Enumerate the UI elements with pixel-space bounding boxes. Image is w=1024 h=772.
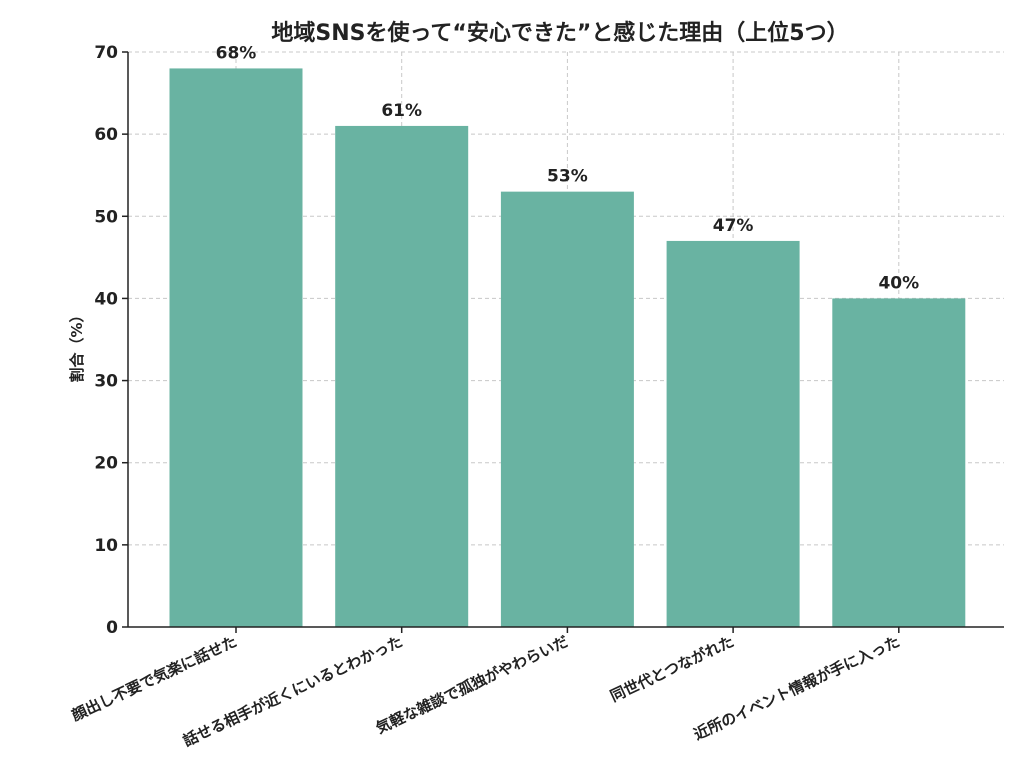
- bar: [666, 240, 800, 627]
- bar: [169, 68, 303, 627]
- bar-value-label: 40%: [878, 273, 919, 293]
- y-tick-label: 70: [94, 43, 118, 63]
- bar: [335, 125, 469, 627]
- y-tick-label: 20: [94, 454, 118, 474]
- chart-title: 地域SNSを使って“安心できた”と感じた理由（上位5つ）: [271, 20, 848, 46]
- bar: [832, 298, 966, 627]
- bar-value-label: 68%: [216, 43, 257, 63]
- y-tick-label: 0: [106, 618, 118, 638]
- bar: [500, 191, 634, 627]
- y-tick-label: 50: [94, 207, 118, 227]
- axes: [122, 51, 1004, 633]
- y-tick-label: 30: [94, 372, 118, 392]
- y-tick-label: 40: [94, 289, 118, 309]
- bar-value-label: 47%: [713, 216, 754, 236]
- x-category-label: 顔出し不要で気楽に話せた: [68, 632, 240, 725]
- y-axis-label: 割合（%）: [68, 307, 86, 382]
- x-category-label: 同世代とつながれた: [607, 632, 736, 705]
- bar-value-label: 61%: [381, 101, 422, 121]
- y-tick-label: 10: [94, 536, 118, 556]
- bar-value-label: 53%: [547, 167, 588, 187]
- y-tick-label: 60: [94, 125, 118, 145]
- bars: [169, 68, 966, 627]
